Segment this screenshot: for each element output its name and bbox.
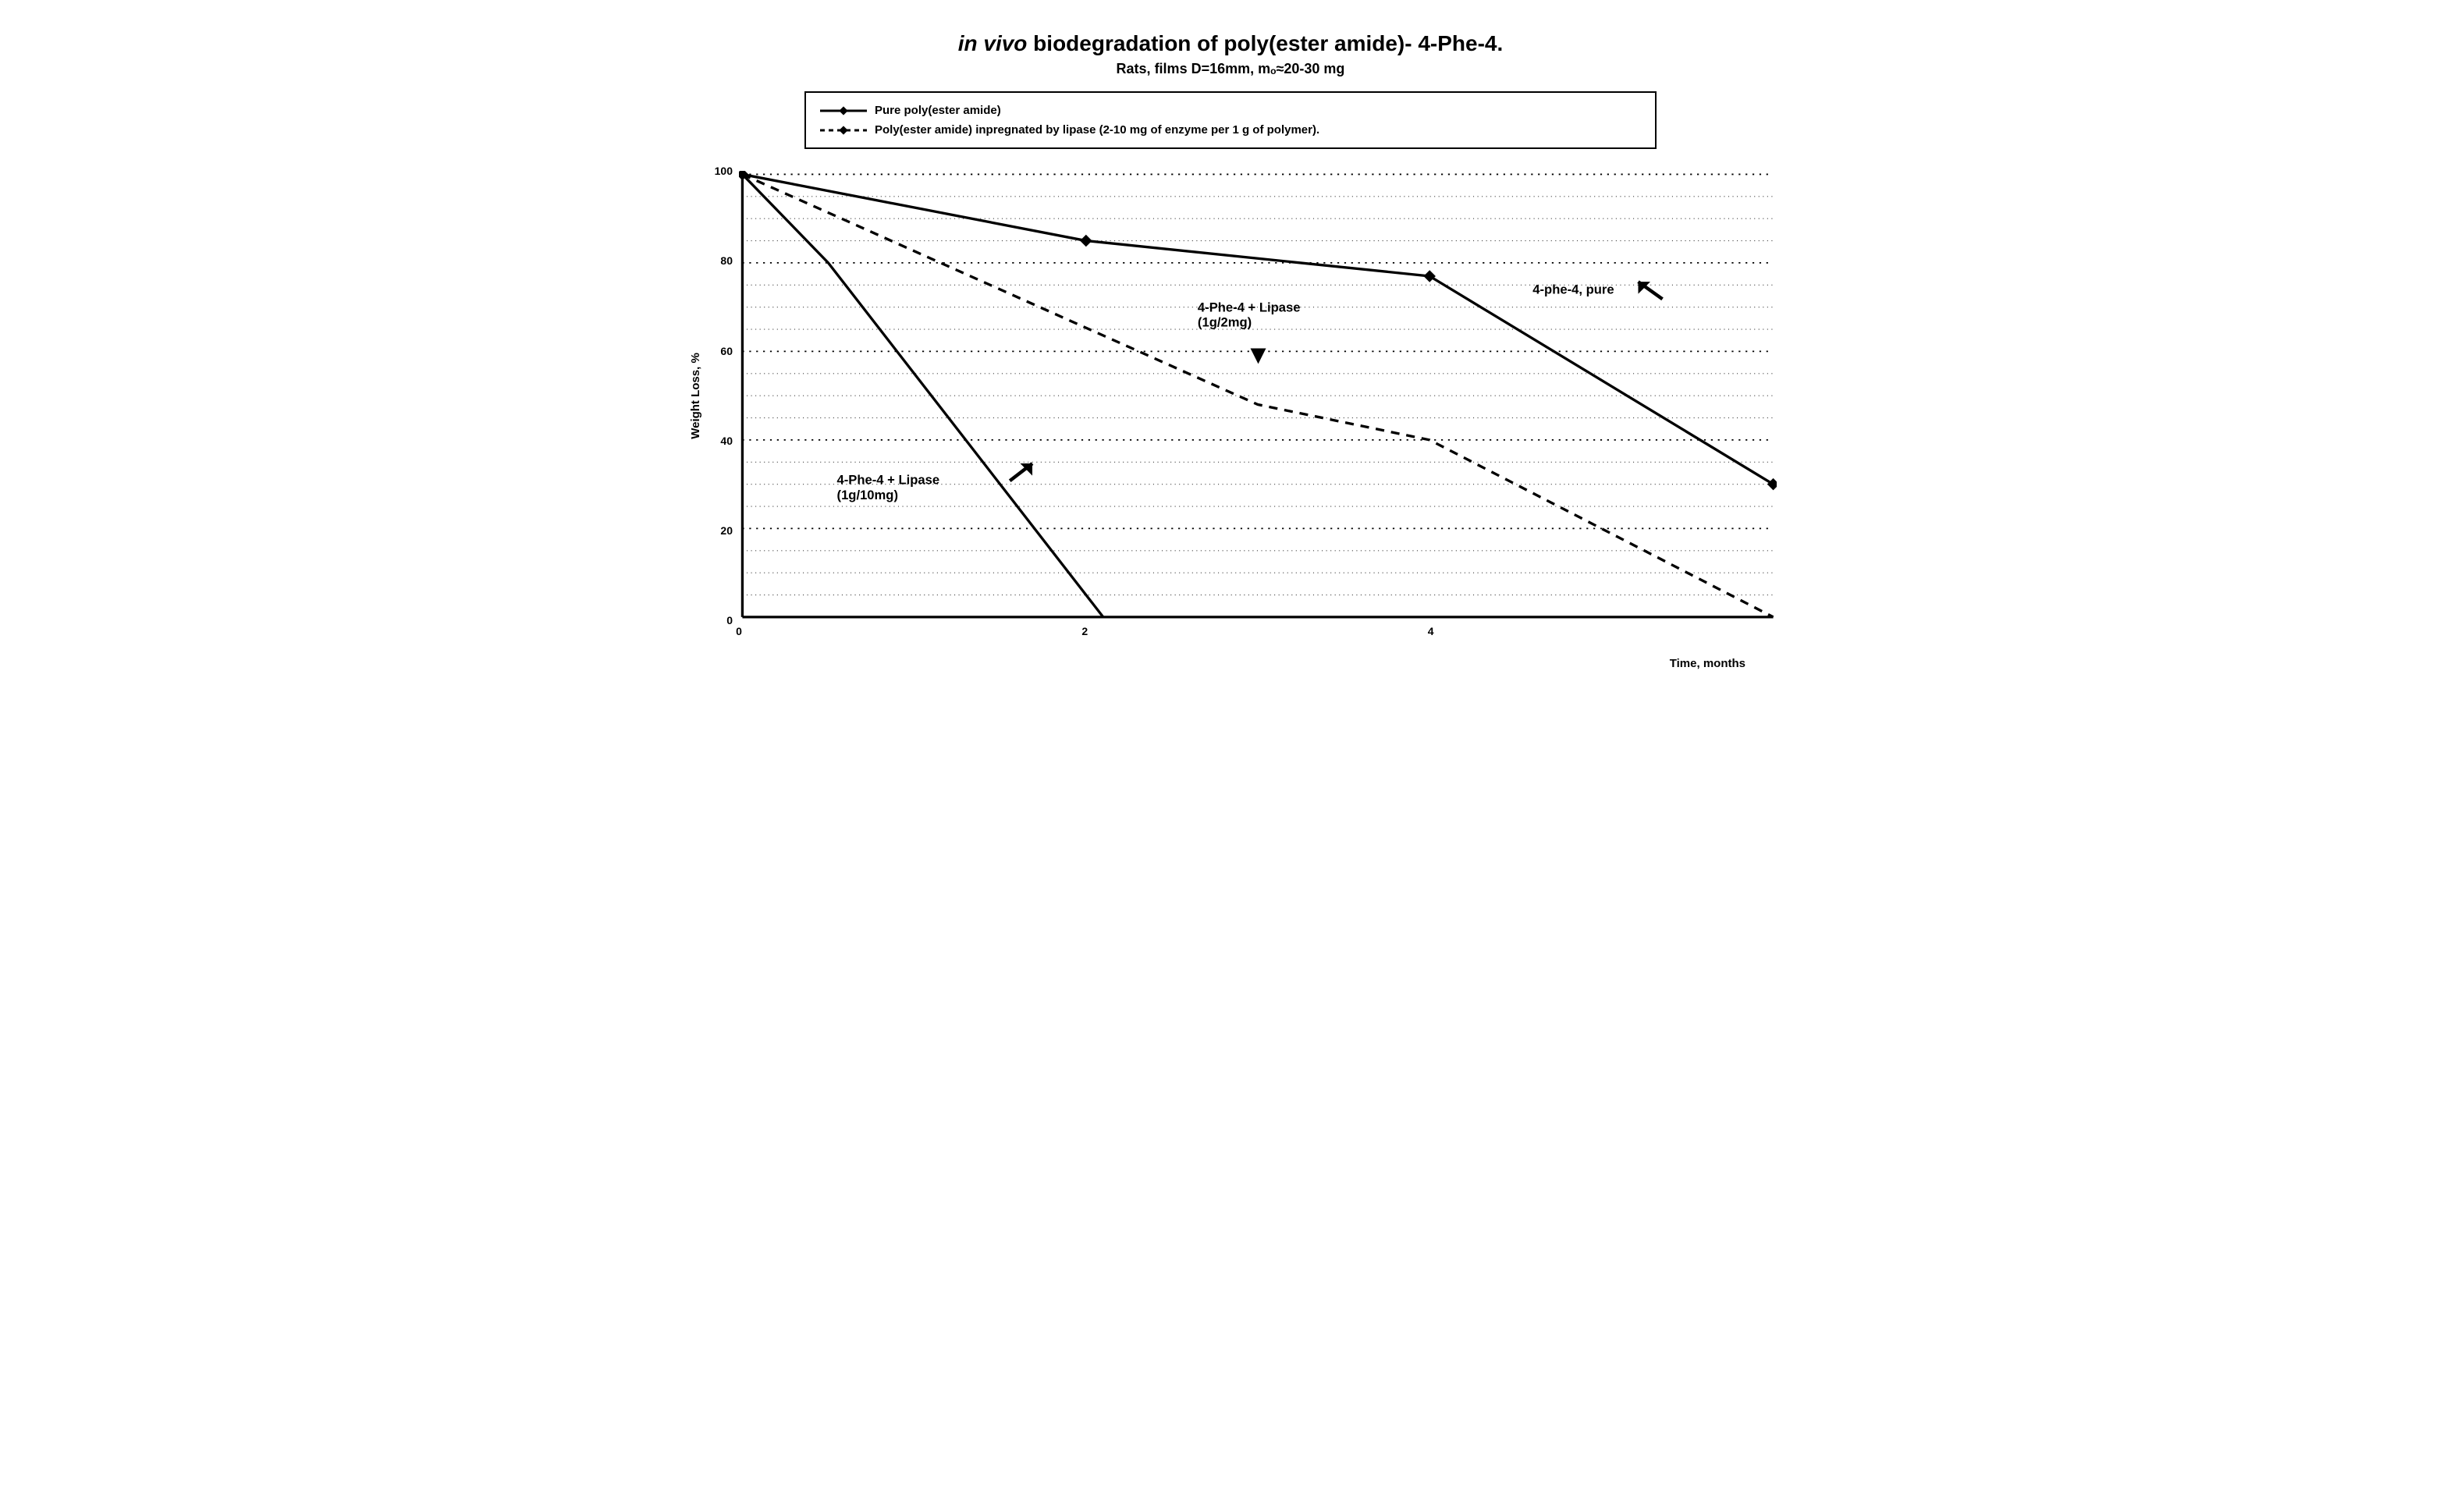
- title-italic: in vivo: [958, 31, 1028, 55]
- chart-area: Weight Loss, % 4-Phe-4 + Lipase(1g/2mg)4…: [684, 171, 1777, 670]
- legend-item: Poly(ester amide) inpregnated by lipase …: [820, 120, 1641, 140]
- y-tick-label: 100: [715, 165, 739, 177]
- legend-label: Pure poly(ester amide): [875, 104, 1001, 117]
- annotation-label: 4-phe-4, pure: [1532, 282, 1614, 297]
- y-axis-label: Weight Loss, %: [684, 171, 706, 620]
- legend-swatch-solid: [820, 105, 867, 116]
- figure: in vivo biodegradation of poly(ester ami…: [684, 31, 1777, 670]
- y-tick-label: 40: [720, 435, 739, 447]
- legend-label: Poly(ester amide) inpregnated by lipase …: [875, 123, 1319, 137]
- x-tick-label: 4: [1428, 620, 1434, 637]
- y-tick-label: 60: [720, 345, 739, 357]
- legend-swatch-dashed: [820, 125, 867, 136]
- legend-item: Pure poly(ester amide): [820, 101, 1641, 120]
- title-main: biodegradation of poly(ester amide)- 4-P…: [1027, 31, 1503, 55]
- legend: Pure poly(ester amide) Poly(ester amide)…: [804, 91, 1657, 149]
- y-tick-label: 80: [720, 254, 739, 267]
- plot-frame: 4-Phe-4 + Lipase(1g/2mg)4-phe-4, pure4-P…: [739, 171, 1777, 620]
- title-block: in vivo biodegradation of poly(ester ami…: [684, 31, 1777, 77]
- x-axis-label: Time, months: [1670, 657, 1745, 670]
- x-tick-label: 0: [736, 620, 742, 637]
- y-tick-label: 20: [720, 524, 739, 537]
- plot-svg: 4-Phe-4 + Lipase(1g/2mg)4-phe-4, pure4-P…: [739, 171, 1777, 620]
- chart-title: in vivo biodegradation of poly(ester ami…: [684, 31, 1777, 56]
- x-tick-label: 2: [1081, 620, 1088, 637]
- chart-subtitle: Rats, films D=16mm, mₒ≈20-30 mg: [684, 61, 1777, 77]
